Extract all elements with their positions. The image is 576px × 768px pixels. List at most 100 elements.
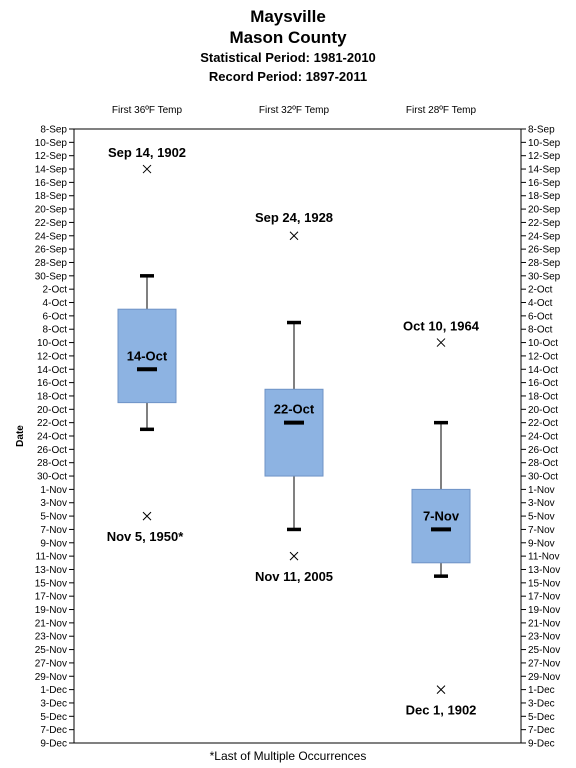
y-tick-label-left: 28-Oct [37,458,67,469]
record-marker-early [142,164,152,174]
y-tick-label-right: 22-Sep [528,218,561,229]
y-tick-label-right: 17-Nov [528,592,560,603]
median-label: 7-Nov [423,508,460,523]
y-tick-label-left: 12-Oct [37,351,67,362]
y-tick-label-left: 23-Nov [35,632,67,643]
y-tick-label-left: 27-Nov [35,658,67,669]
y-tick-label-left: 22-Oct [37,418,67,429]
category-label-32f: First 32ºF Temp [258,105,330,116]
y-tick-label-left: 28-Sep [35,258,68,269]
y-tick-label-right: 20-Oct [528,405,558,416]
y-tick-label-left: 7-Nov [40,525,67,536]
y-tick-label-left: 30-Oct [37,472,67,483]
chart-title-county: Mason County [229,28,347,47]
y-tick-label-left: 8-Sep [40,125,67,136]
y-tick-label-left: 4-Oct [43,298,68,309]
interquartile-box [411,488,471,564]
y-tick-label-left: 30-Sep [35,271,68,282]
y-tick-label-left: 9-Dec [40,739,67,750]
y-tick-label-left: 19-Nov [35,605,67,616]
y-tick-label-left: 26-Oct [37,445,67,456]
y-tick-label-right: 1-Dec [528,685,555,696]
y-tick-label-left: 5-Nov [40,512,67,523]
y-tick-label-right: 4-Oct [528,298,553,309]
y-tick-label-left: 18-Oct [37,391,67,402]
y-tick-label-right: 14-Oct [528,365,558,376]
y-tick-label-left: 9-Nov [40,538,67,549]
y-tick-label-left: 1-Dec [40,685,67,696]
category-label-36f: First 36ºF Temp [111,105,183,116]
y-tick-label-right: 19-Nov [528,605,560,616]
y-tick-label-right: 3-Nov [528,498,555,509]
y-tick-label-left: 22-Sep [35,218,68,229]
y-tick-label-left: 3-Dec [40,698,67,709]
y-tick-label-left: 26-Sep [35,245,68,256]
y-tick-label-right: 15-Nov [528,578,560,589]
y-tick-label-left: 20-Sep [35,205,68,216]
y-axis-title: Date [15,425,26,447]
y-tick-label-right: 16-Oct [528,378,558,389]
y-tick-label-right: 25-Nov [528,645,560,656]
y-tick-label-right: 24-Oct [528,432,558,443]
record-label-late: Nov 5, 1950* [107,529,185,544]
interquartile-box [264,388,324,477]
category-label-28f: First 28ºF Temp [405,105,477,116]
y-tick-label-left: 8-Oct [43,325,68,336]
chart-title-station: Maysville [250,7,326,26]
y-tick-label-left: 21-Nov [35,618,67,629]
median-label: 22-Oct [274,402,315,417]
y-tick-label-right: 7-Nov [528,525,555,536]
record-marker-early [436,338,446,347]
y-tick-label-left: 16-Oct [37,378,67,389]
y-tick-label-left: 24-Sep [35,231,68,242]
record-label-early: Oct 10, 1964 [403,319,480,334]
y-tick-label-left: 16-Sep [35,178,68,189]
y-tick-label-left: 10-Oct [37,338,67,349]
median-label: 14-Oct [127,348,168,363]
y-tick-label-right: 29-Nov [528,672,560,683]
y-tick-label-right: 12-Sep [528,151,561,162]
record-marker-early [289,231,299,241]
y-tick-label-left: 7-Dec [40,725,67,736]
y-tick-label-left: 20-Oct [37,405,67,416]
y-tick-label-right: 7-Dec [528,725,555,736]
y-tick-label-right: 12-Oct [528,351,558,362]
y-tick-label-left: 14-Oct [37,365,67,376]
y-tick-label-right: 2-Oct [528,285,553,296]
y-tick-label-left: 3-Nov [40,498,67,509]
y-tick-label-left: 6-Oct [43,311,68,322]
chart-subtitle-statistical-period: Statistical Period: 1981-2010 [200,50,376,65]
y-tick-label-right: 30-Oct [528,472,558,483]
y-tick-label-right: 16-Sep [528,178,561,189]
y-tick-label-right: 1-Nov [528,485,555,496]
y-tick-label-right: 30-Sep [528,271,561,282]
y-tick-label-right: 27-Nov [528,658,560,669]
y-tick-label-left: 29-Nov [35,672,67,683]
y-tick-label-right: 9-Dec [528,739,555,750]
record-label-early: Sep 24, 1928 [255,210,333,225]
y-tick-label-right: 3-Dec [528,698,555,709]
y-tick-label-right: 6-Oct [528,311,553,322]
y-tick-label-right: 21-Nov [528,618,560,629]
y-tick-label-left: 25-Nov [35,645,67,656]
y-tick-label-right: 10-Oct [528,338,558,349]
y-tick-label-right: 18-Oct [528,391,558,402]
y-tick-label-right: 23-Nov [528,632,560,643]
record-marker-late [436,685,446,694]
y-tick-label-right: 14-Sep [528,165,561,176]
record-label-early: Sep 14, 1902 [108,145,186,160]
y-tick-label-left: 12-Sep [35,151,68,162]
y-tick-label-left: 18-Sep [35,191,68,202]
y-tick-label-left: 13-Nov [35,565,67,576]
y-tick-label-right: 26-Oct [528,445,558,456]
y-tick-label-left: 17-Nov [35,592,67,603]
y-tick-label-right: 18-Sep [528,191,561,202]
chart-subtitle-record-period: Record Period: 1897-2011 [208,69,368,84]
record-label-late: Nov 11, 2005 [255,569,333,584]
y-tick-label-right: 5-Dec [528,712,555,723]
y-tick-label-left: 14-Sep [35,165,68,176]
y-tick-label-left: 15-Nov [35,578,67,589]
y-tick-label-left: 2-Oct [43,285,68,296]
y-tick-label-right: 5-Nov [528,512,555,523]
record-marker-late [289,551,299,561]
